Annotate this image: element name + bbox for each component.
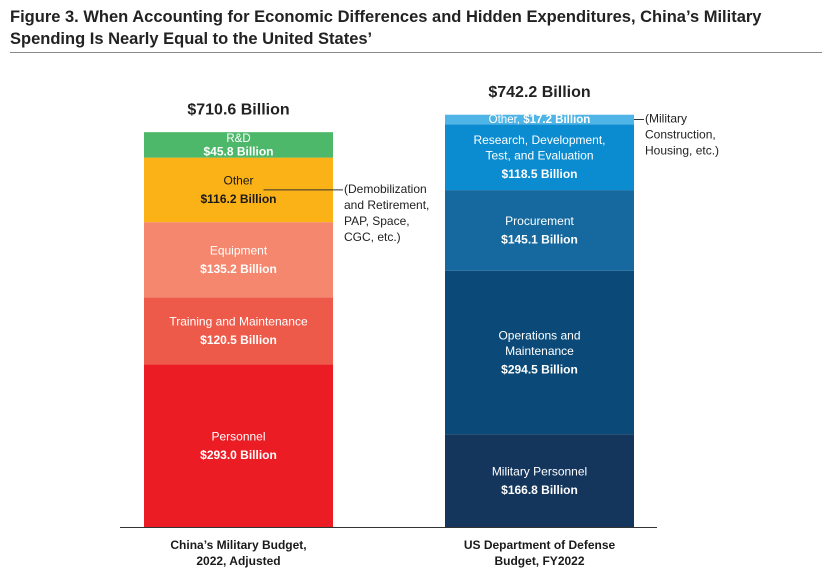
bar-0-segment-3-annotation-line-1: and Retirement, bbox=[344, 198, 429, 212]
figure-title: Figure 3. When Accounting for Economic D… bbox=[10, 6, 820, 50]
bar-0-segment-1-value: $120.5 Billion bbox=[200, 333, 277, 347]
bar-0-segment-0-name-line-0: Personnel bbox=[211, 429, 265, 443]
bar-1-segment-4 bbox=[445, 114, 634, 125]
bar-1-segment-0-value: $166.8 Billion bbox=[501, 483, 578, 497]
bar-0-segment-3-annotation-line-2: PAP, Space, bbox=[344, 214, 410, 228]
bar-1-segment-2-value: $145.1 Billion bbox=[501, 233, 578, 247]
bar-0-segment-3-annotation-line-3: CGC, etc.) bbox=[344, 230, 401, 244]
bar-1-segment-1 bbox=[445, 270, 634, 435]
bar-1-segment-4-annotation-line-1: Construction, bbox=[645, 128, 716, 142]
bar-1-segment-4-annotation-line-0: (Military bbox=[645, 112, 687, 126]
bar-0-segment-2-name-line-0: Equipment bbox=[210, 243, 268, 257]
bar-0-category-label-line-0: China’s Military Budget, bbox=[170, 538, 306, 552]
bar-0-segment-2 bbox=[144, 222, 333, 298]
bar-1-segment-3 bbox=[445, 124, 634, 191]
bar-1-segment-1-value: $294.5 Billion bbox=[501, 362, 578, 376]
bar-0-segment-4-name: R&D bbox=[226, 133, 250, 145]
bar-1-segment-3-value: $118.5 Billion bbox=[501, 167, 577, 181]
bar-0-segment-4 bbox=[144, 132, 333, 158]
bar-1-category-label-line-1: Budget, FY2022 bbox=[494, 554, 584, 568]
bar-0-segment-1 bbox=[144, 297, 333, 365]
bar-1-segment-1-name-line-1: Maintenance bbox=[505, 344, 574, 358]
bar-0-total-label: $710.6 Billion bbox=[187, 101, 289, 118]
figure-title-line-1: Figure 3. When Accounting for Economic D… bbox=[10, 8, 762, 26]
bar-1-segment-2-name-line-0: Procurement bbox=[505, 214, 574, 228]
bar-1-category-label-line-0: US Department of Defense bbox=[464, 538, 616, 552]
title-divider bbox=[10, 52, 822, 53]
bar-0-segment-4-value: $45.8 Billion bbox=[203, 144, 273, 158]
figure-title-line-2: Spending Is Nearly Equal to the United S… bbox=[10, 30, 373, 48]
bar-1-segment-0-name-line-0: Military Personnel bbox=[492, 464, 587, 478]
bar-0-segment-1-name-line-0: Training and Maintenance bbox=[169, 314, 308, 328]
bar-0-segment-3-name-line-0: Other bbox=[223, 174, 253, 188]
bar-0-segment-0-value: $293.0 Billion bbox=[200, 448, 277, 462]
bar-1-segment-0 bbox=[445, 434, 634, 527]
bar-0-segment-0 bbox=[144, 364, 333, 527]
bar-0-segment-3-annotation-line-0: (Demobilization bbox=[344, 182, 427, 196]
bar-1-segment-4-annotation-line-2: Housing, etc.) bbox=[645, 144, 719, 158]
bar-1-segment-3-name-line-1: Test, and Evaluation bbox=[485, 149, 593, 163]
bar-0-segment-2-value: $135.2 Billion bbox=[200, 262, 277, 276]
bar-0-segment-3-value: $116.2 Billion bbox=[200, 192, 276, 206]
bar-1-segment-4-label: Other, $17.2 Billion bbox=[489, 114, 591, 126]
bar-1-segment-1-name-line-0: Operations and bbox=[498, 328, 580, 342]
bar-1-segment-2 bbox=[445, 190, 634, 271]
bar-1-segment-3-name-line-0: Research, Development, bbox=[473, 133, 605, 147]
bar-0-category-label-line-1: 2022, Adjusted bbox=[196, 554, 280, 568]
bar-1-total-label: $742.2 Billion bbox=[488, 84, 590, 101]
